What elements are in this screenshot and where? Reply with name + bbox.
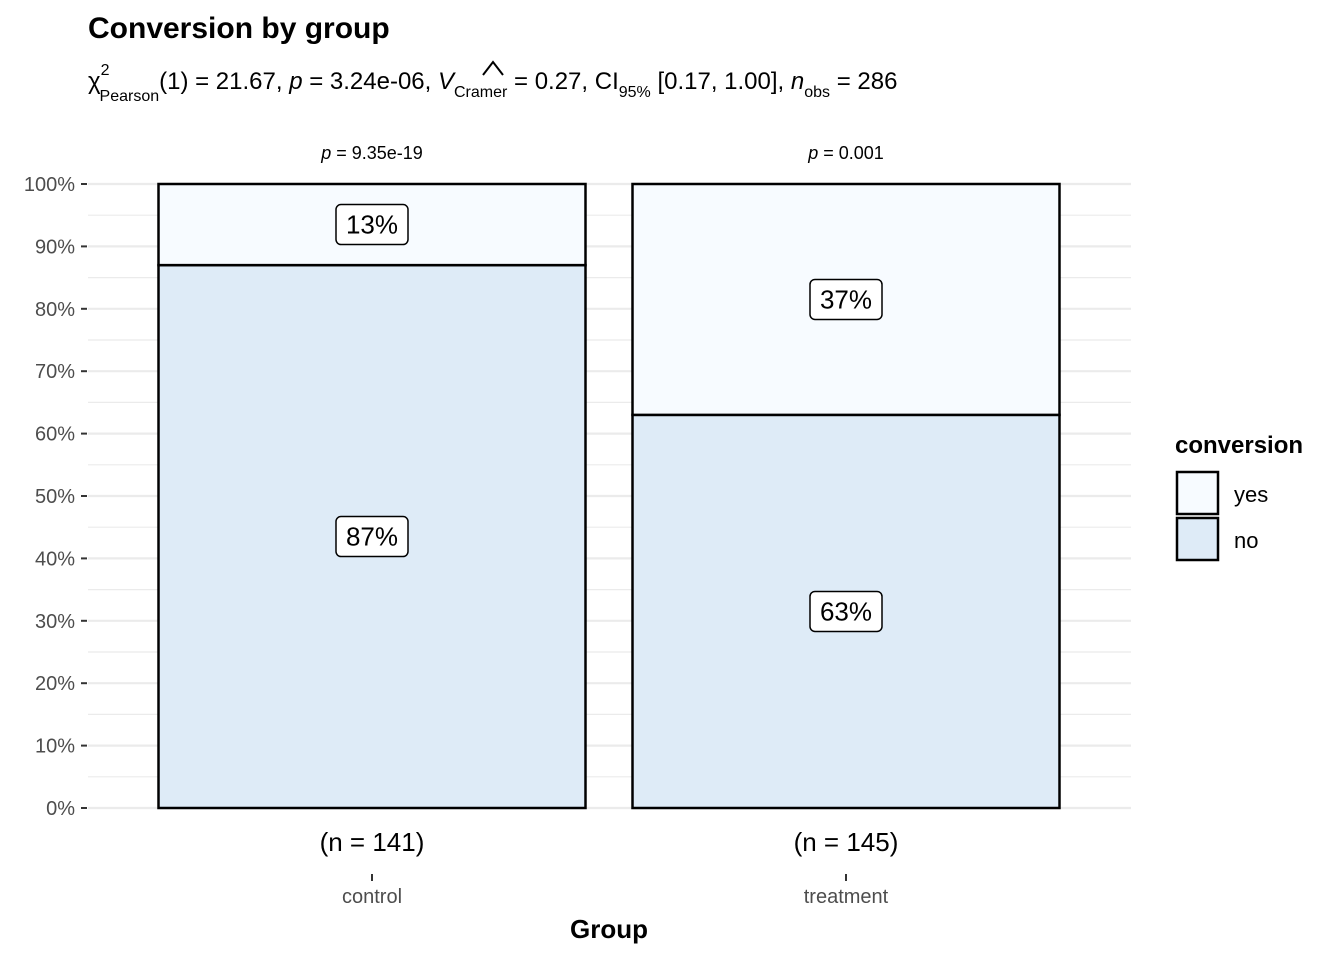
y-tick-label: 70% [35,361,75,383]
data-label-box [335,203,409,246]
y-tick-label: 0% [46,798,75,820]
data-label-box [335,515,409,558]
y-tick-label: 40% [35,548,75,570]
data-label-box [809,278,883,321]
p-value-label: p = 9.35e-19 [320,143,423,163]
legend-swatch-yes [1175,470,1220,516]
legend: conversion yes no [1175,432,1303,562]
y-tick-label: 100% [24,174,75,196]
data-label: 13% [346,210,398,240]
plot-area: 0% 10% 20% 30% 40% 50% 60% 70% 80% 90% 100% 87% 13% p… [24,143,1131,908]
y-tick-label: 90% [35,236,75,258]
data-label: 87% [346,522,398,552]
data-label-box [809,590,883,633]
y-tick-label: 50% [35,486,75,508]
y-tick-label: 80% [35,299,75,321]
x-tick-label: control [342,886,402,908]
data-label: 37% [820,284,872,314]
y-tick-label: 20% [35,673,75,695]
n-count-label: (n = 145) [794,827,899,857]
y-tick-label: 60% [35,424,75,446]
y-tick-label: 10% [35,736,75,758]
legend-label: yes [1234,482,1268,507]
v-hat-accent [482,60,504,76]
x-tick-label: treatment [804,886,889,908]
n-count-label: (n = 141) [320,827,425,857]
legend-swatch-no [1175,516,1220,562]
y-tick-label: 30% [35,611,75,633]
chart-subtitle: χ2 Pearson(1) = 21.67, p = 3.24e-06, VCra… [88,62,897,105]
data-label: 63% [820,596,872,626]
p-value-label: p = 0.001 [807,143,884,163]
x-axis-title: Group [570,914,648,944]
legend-label: no [1234,528,1258,553]
legend-title: conversion [1175,432,1303,459]
chart-title: Conversion by group [88,12,390,45]
